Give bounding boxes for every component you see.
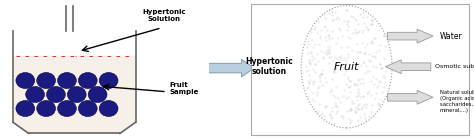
Ellipse shape: [36, 100, 55, 116]
Ellipse shape: [99, 100, 118, 116]
Ellipse shape: [16, 100, 35, 116]
Ellipse shape: [16, 73, 35, 89]
FancyArrow shape: [388, 29, 433, 43]
Text: Osmotic substance: Osmotic substance: [435, 64, 474, 69]
Text: Hypertonic
Solution: Hypertonic Solution: [142, 9, 186, 22]
FancyArrow shape: [209, 59, 254, 77]
Text: Hypertonic
solution: Hypertonic solution: [246, 57, 293, 76]
Ellipse shape: [57, 100, 76, 116]
Ellipse shape: [36, 73, 55, 89]
Ellipse shape: [57, 73, 76, 89]
Text: Water: Water: [440, 32, 463, 41]
Ellipse shape: [78, 100, 97, 116]
Ellipse shape: [78, 73, 97, 89]
FancyArrow shape: [388, 90, 433, 104]
Polygon shape: [13, 56, 136, 133]
FancyArrow shape: [385, 60, 431, 74]
Ellipse shape: [301, 6, 392, 128]
Text: Natural solubles
(Organic acids,
saccharides, salts,
mineral,...): Natural solubles (Organic acids, sacchar…: [440, 90, 474, 113]
Text: Fruit: Fruit: [334, 62, 359, 72]
FancyBboxPatch shape: [251, 4, 469, 135]
Ellipse shape: [67, 86, 86, 103]
Ellipse shape: [46, 86, 65, 103]
Ellipse shape: [88, 86, 107, 103]
Text: Fruit
Sample: Fruit Sample: [170, 82, 199, 95]
Ellipse shape: [99, 73, 118, 89]
Ellipse shape: [26, 86, 45, 103]
